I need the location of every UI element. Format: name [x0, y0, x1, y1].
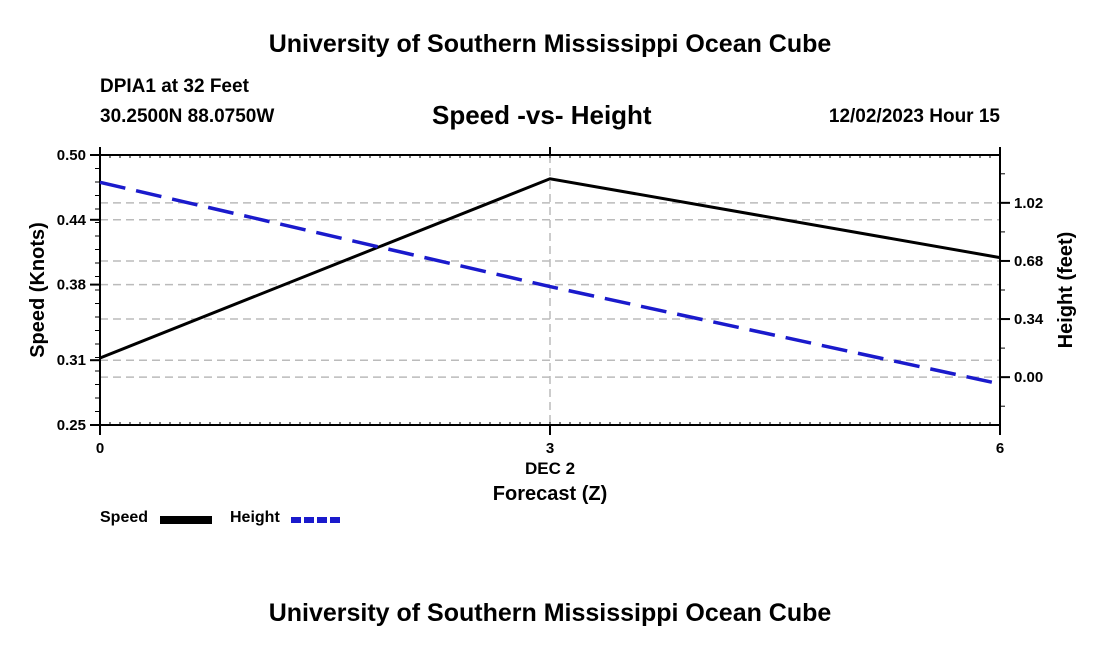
- x-axis-title: Forecast (Z): [493, 483, 607, 505]
- series-line-speed: [99, 177, 1001, 360]
- series: [99, 177, 1001, 386]
- y-left-tick-label: 0.50: [57, 147, 86, 164]
- y-right-tick-label: 0.34: [1014, 311, 1044, 328]
- x-tick-label: 6: [996, 440, 1004, 457]
- legend-speed-label: Speed: [100, 509, 149, 526]
- y-left-tick-label: 0.31: [57, 352, 86, 369]
- axis-labels: 0 3 6 0.25 0.31 0.38 0.44 0.50 0.00 0.34 0.68 1.02 D…: [27, 147, 1077, 505]
- y-left-tick-label: 0.38: [57, 277, 86, 294]
- y-right-tick-label: 0.68: [1014, 253, 1043, 270]
- coordinates-label: 30.2500N 88.0750W: [100, 106, 275, 127]
- grid: [100, 155, 1000, 425]
- page-title: University of Southern Mississippi Ocean…: [268, 30, 832, 58]
- y-right-tick-label: 1.02: [1014, 195, 1043, 212]
- y-left-tick-label: 0.25: [57, 417, 86, 434]
- station-label: DPIA1 at 32 Feet: [100, 76, 249, 97]
- y-left-axis-title: Speed (Knots): [27, 222, 49, 358]
- x-tick-label: 0: [96, 440, 104, 457]
- chart-title: Speed -vs- Height: [432, 100, 652, 130]
- y-right-tick-label: 0.00: [1014, 369, 1043, 386]
- x-axis-sublabel: DEC 2: [525, 459, 575, 478]
- legend-height-label: Height: [230, 509, 280, 526]
- y-right-axis-title: Height (feet): [1055, 232, 1077, 349]
- x-tick-label: 3: [546, 440, 554, 457]
- date-hour-label: 12/02/2023 Hour 15: [828, 106, 1000, 127]
- series-line-height: [99, 180, 1001, 386]
- axis-ticks: [90, 147, 1010, 435]
- y-left-tick-label: 0.44: [57, 212, 87, 229]
- footer-title: University of Southern Mississippi Ocean…: [268, 599, 832, 627]
